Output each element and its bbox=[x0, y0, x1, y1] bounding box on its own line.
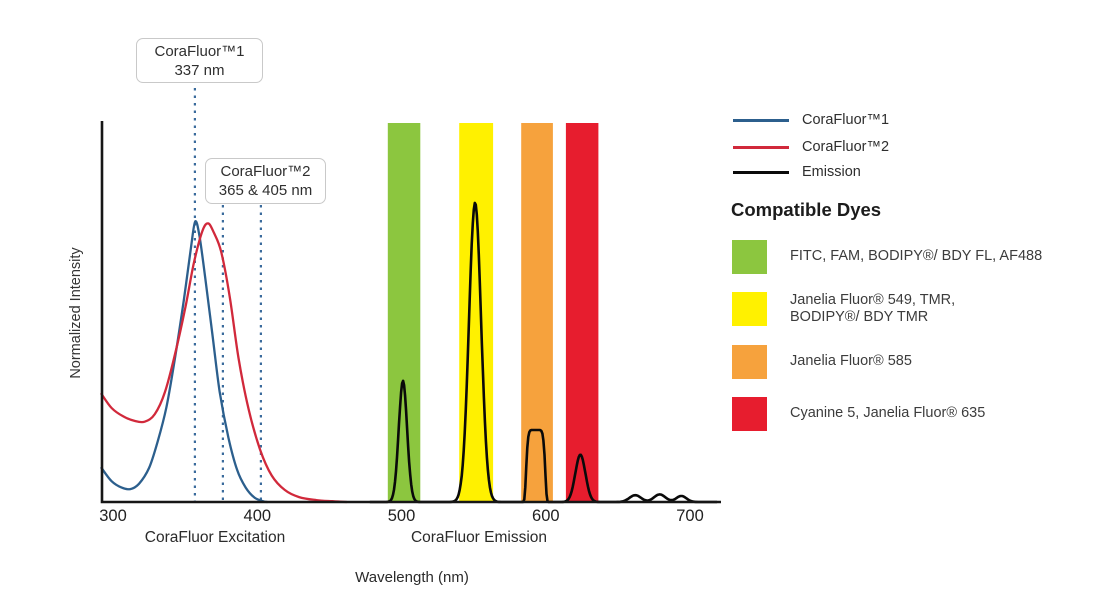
x-tick-label: 500 bbox=[388, 507, 416, 525]
filter-bands bbox=[387, 123, 599, 502]
callout-subtitle: 365 & 405 nm bbox=[218, 182, 313, 199]
dye-label: FITC, FAM, BODIPY®/ BDY FL, AF488 bbox=[790, 240, 1042, 274]
legend-item-emission: Emission bbox=[733, 163, 861, 181]
x-tick-label: 300 bbox=[99, 507, 127, 525]
dye-swatch-orange bbox=[732, 345, 767, 379]
callout-title: CoraFluor™1 bbox=[154, 43, 245, 60]
dye-label: Janelia Fluor® 549, TMR, BODIPY®/ BDY TM… bbox=[790, 292, 955, 326]
corafluor1-excitation-curve bbox=[100, 220, 269, 504]
dye-label-line: Janelia Fluor® 549, TMR, bbox=[790, 291, 956, 308]
dye-swatch-green bbox=[732, 240, 767, 274]
x-tick-label: 700 bbox=[676, 507, 704, 525]
dye-label-line: Janelia Fluor® 585 bbox=[790, 353, 912, 370]
dye-label-line: BODIPY®/ BDY TMR bbox=[790, 309, 929, 325]
x-tick-label: 600 bbox=[532, 507, 560, 525]
x-section-label: CoraFluor Excitation bbox=[145, 529, 285, 546]
axes bbox=[100, 121, 721, 504]
x-tick-label: 400 bbox=[244, 507, 272, 525]
green-band bbox=[387, 123, 421, 502]
legend-label: CoraFluor™2 bbox=[802, 139, 890, 155]
dye-label-line: Cyanine 5, Janelia Fluor® 635 bbox=[790, 405, 986, 422]
legend-item-corafluor1: CoraFluor™1 bbox=[733, 111, 889, 129]
orange-band bbox=[521, 123, 553, 502]
callout-corafluor2: CoraFluor™2 365 & 405 nm bbox=[205, 158, 326, 204]
compatible-dyes-heading: Compatible Dyes bbox=[731, 199, 882, 220]
legend-line-swatch bbox=[733, 170, 789, 174]
y-axis-label: Normalized Intensity bbox=[68, 247, 84, 379]
dye-label: Cyanine 5, Janelia Fluor® 635 bbox=[790, 397, 985, 431]
x-axis-label: Wavelength (nm) bbox=[355, 569, 469, 586]
callout-subtitle: 337 nm bbox=[174, 62, 225, 79]
dye-swatch-red bbox=[732, 397, 767, 431]
dye-label: Janelia Fluor® 585 bbox=[790, 345, 912, 379]
legend-line-swatch bbox=[733, 118, 789, 122]
corafluor2-excitation-curve bbox=[100, 222, 348, 504]
axis-labels: 300 400 500 600 700 CoraFluor Excitation CoraF… bbox=[99, 507, 704, 546]
legend-line-swatch bbox=[733, 145, 789, 149]
legend-item-corafluor2: CoraFluor™2 bbox=[733, 138, 889, 156]
axis-lines bbox=[100, 121, 721, 504]
legend-label: CoraFluor™1 bbox=[802, 112, 890, 128]
dye-swatch-yellow bbox=[732, 292, 767, 326]
callout-title: CoraFluor™2 bbox=[220, 163, 311, 180]
dye-label-line: FITC, FAM, BODIPY®/ BDY FL, AF488 bbox=[790, 248, 1043, 265]
x-section-label: CoraFluor Emission bbox=[411, 529, 547, 546]
callout-corafluor1: CoraFluor™1 337 nm bbox=[136, 38, 263, 83]
red-band bbox=[565, 123, 599, 502]
legend-label: Emission bbox=[802, 164, 861, 180]
